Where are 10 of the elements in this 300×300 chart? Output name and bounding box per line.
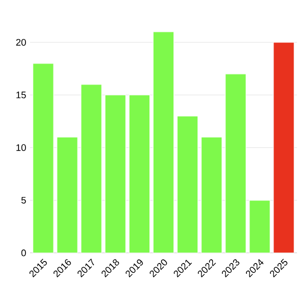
y-tick-label: 0 — [21, 250, 26, 256]
y-tick-label: 10 — [16, 144, 26, 151]
bar — [128, 94, 150, 253]
bar — [152, 32, 174, 253]
y-tick-label: 20 — [16, 38, 26, 46]
y-tick-label: 5 — [21, 196, 26, 204]
bar — [80, 84, 102, 253]
y-tick-label: 15 — [16, 92, 26, 98]
bar — [225, 74, 246, 253]
bar — [56, 136, 78, 253]
